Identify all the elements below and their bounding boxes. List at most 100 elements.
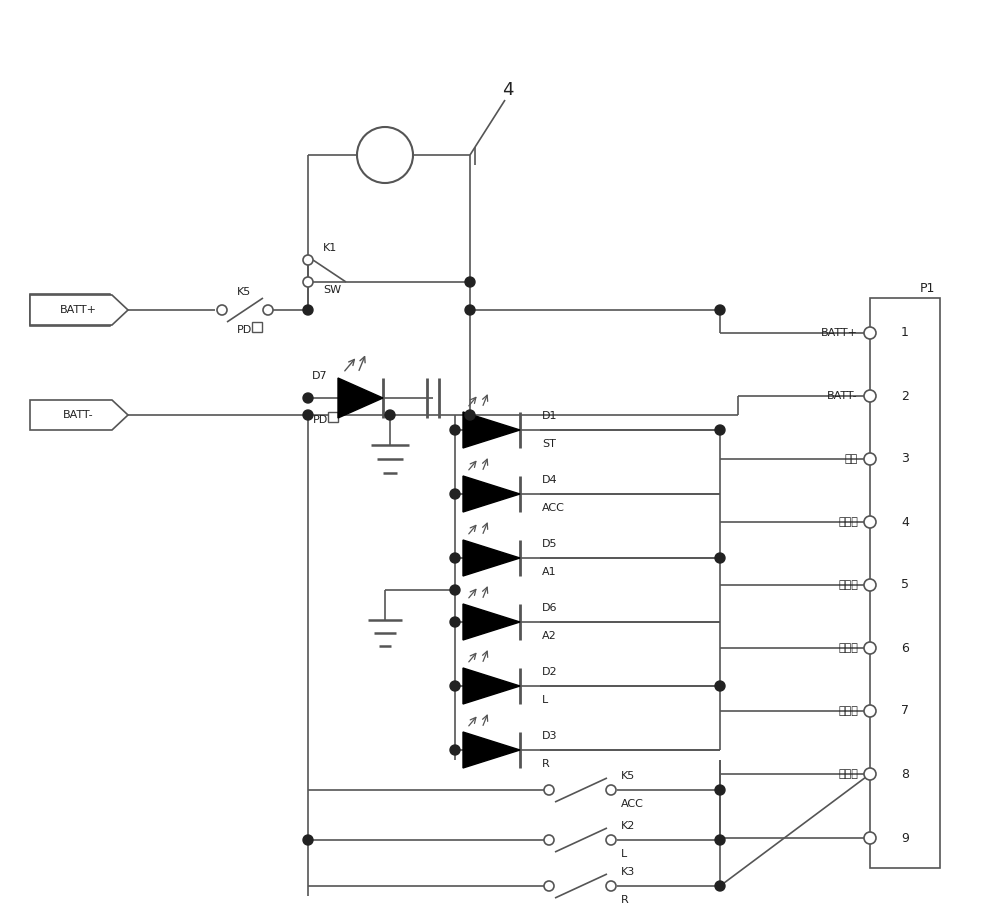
Text: 上息火: 上息火 — [838, 580, 858, 590]
Circle shape — [864, 327, 876, 339]
Circle shape — [263, 305, 273, 315]
Circle shape — [303, 277, 313, 287]
Circle shape — [450, 617, 460, 627]
Circle shape — [864, 579, 876, 591]
Text: 4: 4 — [901, 515, 909, 528]
Text: 7: 7 — [901, 704, 909, 717]
Text: K5: K5 — [621, 771, 635, 781]
Circle shape — [303, 305, 313, 315]
Circle shape — [303, 393, 313, 403]
Circle shape — [864, 516, 876, 528]
Text: D5: D5 — [542, 539, 558, 549]
Text: 下息火: 下息火 — [838, 643, 858, 653]
Circle shape — [450, 745, 460, 755]
Circle shape — [715, 881, 725, 891]
Text: L: L — [621, 849, 627, 859]
Text: 3: 3 — [901, 453, 909, 465]
Polygon shape — [463, 540, 520, 576]
Circle shape — [606, 785, 616, 795]
Circle shape — [465, 305, 475, 315]
Circle shape — [385, 410, 395, 420]
Text: D3: D3 — [542, 731, 558, 741]
Polygon shape — [463, 476, 520, 512]
Text: D7: D7 — [312, 371, 328, 381]
Polygon shape — [30, 400, 128, 430]
Circle shape — [303, 410, 313, 420]
Polygon shape — [463, 668, 520, 704]
Circle shape — [606, 881, 616, 891]
Circle shape — [715, 305, 725, 315]
Text: L: L — [542, 695, 548, 705]
Polygon shape — [30, 295, 128, 325]
Bar — [252, 322, 262, 332]
Circle shape — [715, 425, 725, 435]
Circle shape — [864, 705, 876, 717]
Circle shape — [465, 410, 475, 420]
Text: D4: D4 — [542, 475, 558, 485]
Circle shape — [303, 255, 313, 265]
Text: BATT-: BATT- — [63, 410, 93, 420]
Text: K5: K5 — [237, 287, 251, 297]
Text: D6: D6 — [542, 603, 558, 613]
Text: ST: ST — [542, 439, 556, 449]
Text: 4: 4 — [502, 81, 514, 99]
Circle shape — [715, 835, 725, 845]
Circle shape — [864, 832, 876, 844]
Circle shape — [217, 305, 227, 315]
Text: ACC: ACC — [542, 503, 565, 513]
Text: P1: P1 — [920, 282, 935, 295]
Circle shape — [544, 881, 554, 891]
Bar — [870, 298, 940, 868]
Circle shape — [303, 835, 313, 845]
Text: K2: K2 — [621, 821, 635, 831]
Polygon shape — [338, 378, 383, 418]
Text: 5: 5 — [901, 578, 909, 592]
Text: PD: PD — [236, 325, 252, 335]
Circle shape — [864, 453, 876, 465]
Text: ACC: ACC — [621, 799, 644, 809]
Circle shape — [450, 681, 460, 691]
Circle shape — [864, 642, 876, 654]
Text: 方向灯: 方向灯 — [838, 769, 858, 779]
Polygon shape — [30, 294, 120, 326]
Circle shape — [715, 553, 725, 563]
Circle shape — [450, 553, 460, 563]
Circle shape — [715, 681, 725, 691]
Text: R: R — [621, 895, 629, 905]
Circle shape — [357, 127, 413, 183]
Circle shape — [450, 489, 460, 499]
Text: PD: PD — [312, 415, 328, 425]
Circle shape — [864, 768, 876, 780]
Text: R: R — [542, 759, 550, 769]
Circle shape — [544, 835, 554, 845]
Polygon shape — [463, 604, 520, 640]
Circle shape — [544, 785, 554, 795]
Text: 启动: 启动 — [845, 454, 858, 464]
Polygon shape — [463, 732, 520, 768]
Circle shape — [606, 835, 616, 845]
Text: K1: K1 — [323, 243, 337, 253]
Text: A2: A2 — [542, 631, 557, 641]
Circle shape — [715, 785, 725, 795]
Text: 9: 9 — [901, 832, 909, 844]
Text: 方向灯: 方向灯 — [838, 706, 858, 716]
Text: 1: 1 — [901, 326, 909, 339]
Polygon shape — [463, 412, 520, 448]
Text: A1: A1 — [542, 567, 557, 577]
Text: SW: SW — [323, 285, 341, 295]
Circle shape — [450, 425, 460, 435]
Text: D2: D2 — [542, 667, 558, 677]
Circle shape — [465, 277, 475, 287]
Bar — [328, 412, 338, 422]
Text: BATT+: BATT+ — [60, 305, 96, 315]
Text: BATT-: BATT- — [827, 391, 858, 401]
Text: 8: 8 — [901, 767, 909, 781]
Text: 电门锁: 电门锁 — [838, 517, 858, 527]
Text: 6: 6 — [901, 642, 909, 654]
Text: A: A — [380, 148, 390, 162]
Text: D1: D1 — [542, 411, 558, 421]
Circle shape — [450, 585, 460, 595]
Circle shape — [864, 390, 876, 402]
Text: K3: K3 — [621, 867, 635, 877]
Text: BATT+: BATT+ — [821, 328, 858, 338]
